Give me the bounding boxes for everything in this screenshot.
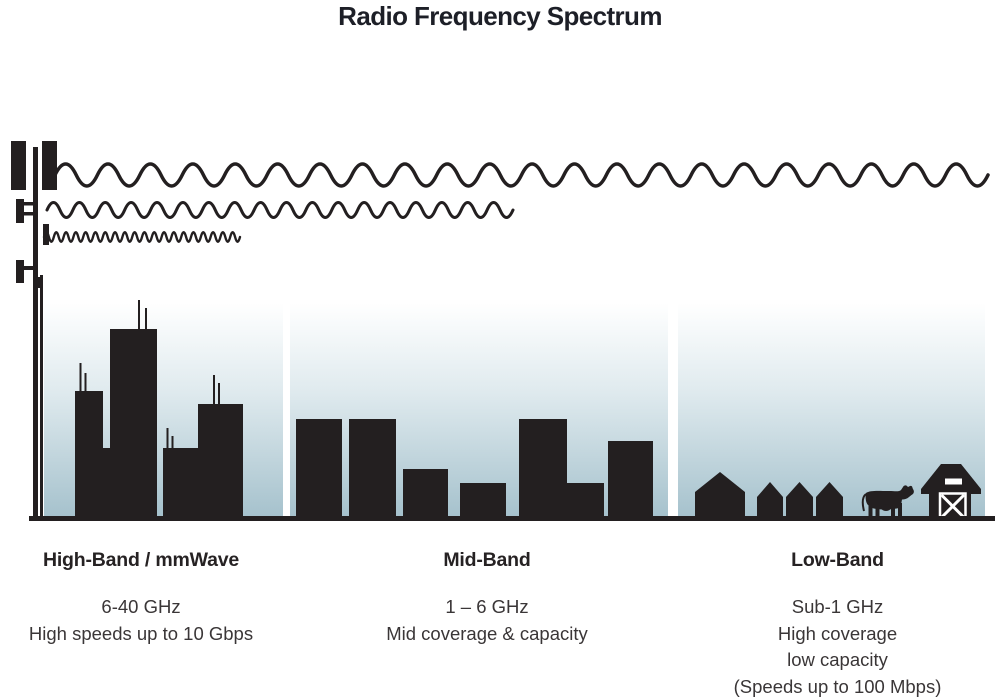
cow-icon <box>861 485 914 518</box>
ground-line <box>29 516 995 521</box>
house-icon <box>757 482 783 518</box>
house-icon <box>695 472 745 518</box>
band-detail: low capacity <box>787 649 888 670</box>
radio-waves <box>42 162 990 243</box>
band-name: High-Band / mmWave <box>42 549 240 571</box>
caption-low-band: Low-Band Sub-1 GHz High coverage low cap… <box>690 549 985 700</box>
barn-loft-opening <box>945 478 962 485</box>
band-detail: High coverage <box>777 622 898 644</box>
band-detail: (Speeds up to 100 Mbps) <box>733 675 942 697</box>
caption-mid-band: Mid-Band 1 – 6 GHz Mid coverage & capaci… <box>336 549 638 647</box>
spectrum-diagram <box>11 141 995 521</box>
farm-houses-cow-barn-icon <box>695 464 981 521</box>
caption-high-band: High-Band / mmWave 6-40 GHz High speeds … <box>10 549 272 647</box>
band-detail: High speeds up to 10 Gbps <box>28 622 254 644</box>
band-frequency: 6-40 GHz <box>101 596 181 617</box>
medium-wavelength-wave <box>45 201 515 219</box>
rooftop-antennas <box>79 300 220 449</box>
cell-tower-icon <box>11 141 57 518</box>
barn-door-crossbuck <box>940 493 966 519</box>
page-title: Radio Frequency Spectrum <box>338 1 662 31</box>
city-skyline-icon <box>75 300 243 518</box>
band-name: Low-Band <box>791 549 884 571</box>
town-buildings-icon <box>296 419 653 518</box>
band-frequency: 1 – 6 GHz <box>445 596 529 617</box>
house-icon <box>816 482 843 518</box>
band-name: Mid-Band <box>443 549 531 571</box>
band-frequency: Sub-1 GHz <box>791 596 884 617</box>
band-detail: Mid coverage & capacity <box>386 622 588 644</box>
short-wavelength-wave <box>42 231 242 243</box>
house-icon <box>786 482 813 518</box>
barn-icon <box>921 464 981 521</box>
long-wavelength-wave <box>53 162 990 188</box>
